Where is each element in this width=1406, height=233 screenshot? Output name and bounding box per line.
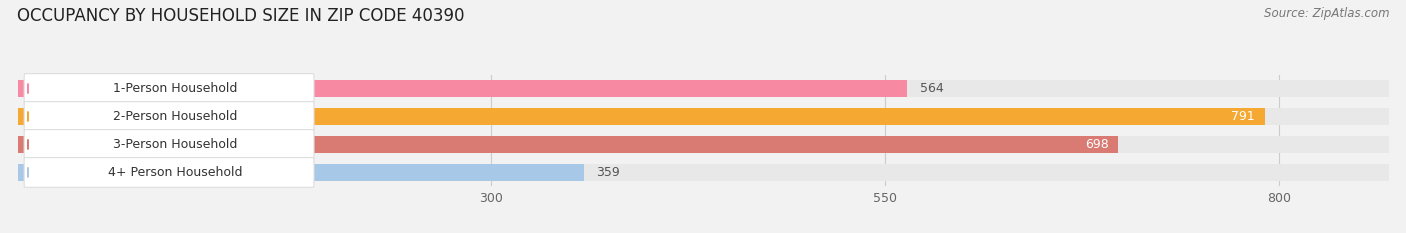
Text: 359: 359 (596, 166, 620, 179)
Text: 564: 564 (920, 82, 943, 95)
Text: Source: ZipAtlas.com: Source: ZipAtlas.com (1264, 7, 1389, 20)
Bar (18, 108, 1264, 125)
Text: 4+ Person Household: 4+ Person Household (108, 166, 243, 179)
FancyBboxPatch shape (24, 158, 314, 187)
FancyBboxPatch shape (24, 130, 314, 159)
Text: 2-Person Household: 2-Person Household (114, 110, 238, 123)
Bar (18, 80, 907, 97)
Text: 3-Person Household: 3-Person Household (114, 138, 238, 151)
Text: 698: 698 (1085, 138, 1109, 151)
Bar (18, 164, 583, 181)
Bar (18, 108, 1389, 125)
Bar (18, 80, 1389, 97)
Bar (18, 136, 1389, 153)
FancyBboxPatch shape (24, 74, 314, 103)
Text: OCCUPANCY BY HOUSEHOLD SIZE IN ZIP CODE 40390: OCCUPANCY BY HOUSEHOLD SIZE IN ZIP CODE … (17, 7, 464, 25)
Text: 1-Person Household: 1-Person Household (114, 82, 238, 95)
Text: 791: 791 (1232, 110, 1256, 123)
Bar (18, 136, 1118, 153)
Bar (18, 164, 1389, 181)
FancyBboxPatch shape (24, 102, 314, 131)
